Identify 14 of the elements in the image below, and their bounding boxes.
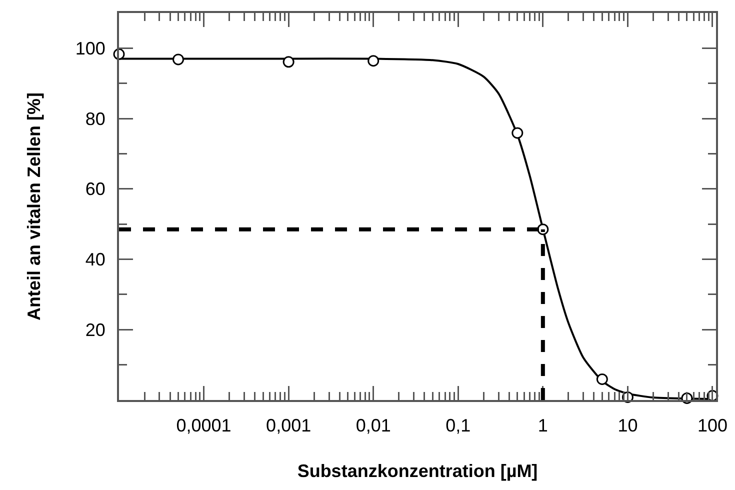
y-tick-label: 40 xyxy=(85,250,106,270)
y-tick-label: 20 xyxy=(85,320,106,340)
x-axis-title: Substanzkonzentration [µM] xyxy=(297,461,538,482)
x-tick-label: 0,1 xyxy=(446,416,471,436)
x-tick-label: 0,0001 xyxy=(176,416,232,436)
y-tick-label: 80 xyxy=(85,108,106,129)
x-tick-label: 0,001 xyxy=(266,416,312,436)
y-tick-label: 100 xyxy=(75,38,106,58)
y-tick-label: 60 xyxy=(85,179,106,200)
x-tick-label: 100 xyxy=(697,416,728,436)
x-tick-label: 0,01 xyxy=(356,416,391,436)
x-tick-label: 1 xyxy=(538,416,548,436)
y-axis-title: Anteil an vitalen Zellen [%] xyxy=(24,92,44,321)
x-tick-label: 10 xyxy=(618,416,638,436)
